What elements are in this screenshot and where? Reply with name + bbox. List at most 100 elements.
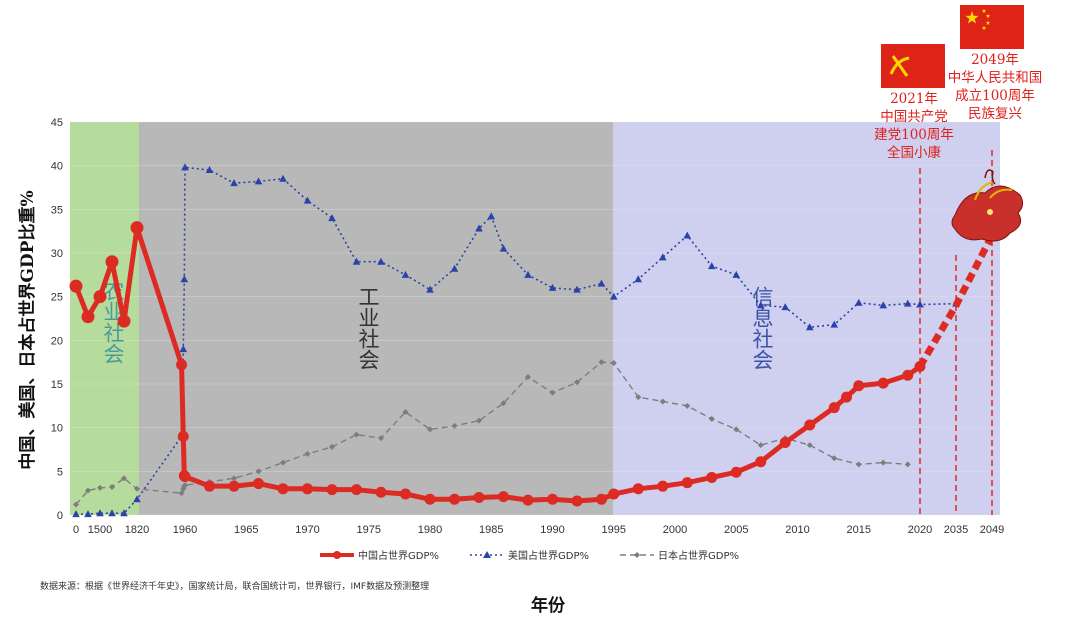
- us-point-37: [830, 320, 839, 328]
- china-point-37: [841, 391, 852, 403]
- japan-point-32: [733, 426, 740, 433]
- china-point-0: [69, 279, 83, 293]
- china-point-34: [779, 437, 791, 449]
- us-point-41: [916, 300, 924, 308]
- japan-point-24: [549, 389, 556, 396]
- japan-point-33: [757, 442, 764, 449]
- japan-point-38: [880, 459, 887, 466]
- era-label-3: 信息社会: [750, 286, 774, 370]
- japan-point-19: [427, 426, 433, 433]
- annotation-2-line-1: 2049年: [971, 52, 1019, 68]
- japan-point-4: [121, 475, 127, 482]
- x-tick-label-6: 1975: [357, 524, 381, 536]
- x-tick-label-4: 1965: [234, 524, 258, 536]
- china-point-10: [204, 480, 215, 492]
- us-point-15: [328, 214, 336, 222]
- japan-point-36: [831, 455, 838, 462]
- china-point-27: [608, 488, 620, 500]
- us-point-23: [499, 244, 508, 252]
- us-point-17: [377, 257, 385, 265]
- china-point-23: [522, 494, 534, 506]
- annotation-1-line-4: 全国小康: [887, 144, 941, 161]
- legend: 中国占世界GDP% 美国占世界GDP% 日本占世界GDP%: [320, 549, 739, 562]
- china-point-18: [400, 488, 411, 500]
- era-bands: [70, 122, 1000, 515]
- era-label-2: 工业社会: [356, 286, 380, 370]
- us-point-39: [879, 301, 888, 309]
- era-band-2: [139, 122, 613, 515]
- china-point-5: [130, 221, 144, 235]
- us-point-20: [450, 264, 459, 272]
- us-point-24: [524, 270, 532, 278]
- china-point-13: [277, 483, 289, 495]
- china-point-6: [176, 359, 188, 371]
- x-tick-label-12: 2005: [724, 524, 748, 536]
- national-flag-icon: [960, 5, 1024, 49]
- japan-point-28: [635, 394, 642, 401]
- us-point-34: [756, 301, 765, 309]
- y-axis-label: 中国、美国、日本占世界GDP比重%: [17, 190, 38, 469]
- x-tick-label-10: 1995: [602, 524, 626, 536]
- y-axis-ticks: 0 5 10 15 20 25 30 35 40 45: [51, 117, 63, 522]
- china-point-19: [424, 493, 436, 505]
- party-flag-icon: [881, 44, 945, 88]
- japan-point-15: [329, 443, 335, 450]
- china-point-35: [804, 419, 816, 431]
- us-point-33: [732, 270, 741, 278]
- japan-point-31: [708, 415, 715, 422]
- y-tick-label-3: 15: [51, 379, 63, 391]
- x-tick-label-15: 2020: [908, 524, 932, 536]
- us-point-0: [72, 510, 80, 518]
- us-point-8: [180, 275, 189, 283]
- us-point-22: [487, 212, 496, 220]
- x-axis-label: 年份: [531, 595, 566, 616]
- us-point-36: [805, 323, 814, 331]
- source-note: 数据来源：根据《世界经济千年史》，国家统计局，联合国统计司，世界银行，IMF数据…: [40, 580, 429, 592]
- china-point-41: [914, 361, 926, 373]
- china-point-32: [730, 466, 742, 478]
- china-point-29: [657, 480, 669, 492]
- y-tick-label-7: 35: [51, 204, 63, 216]
- us-point-14: [303, 196, 312, 204]
- x-tick-label-17: 2049: [980, 524, 1004, 536]
- us-point-1: [84, 510, 92, 518]
- japan-point-23: [525, 374, 531, 381]
- series-3: [73, 359, 911, 508]
- japan-point-37: [855, 461, 862, 468]
- china-point-15: [326, 484, 338, 496]
- x-tick-label-0: 0: [73, 524, 79, 536]
- x-tick-label-8: 1985: [479, 524, 503, 536]
- us-point-25: [548, 283, 557, 291]
- x-tick-label-3: 1960: [173, 524, 197, 536]
- japan-point-22: [500, 400, 507, 407]
- y-tick-label-5: 25: [51, 292, 63, 304]
- japan-point-9: [182, 482, 188, 489]
- china-point-28: [632, 483, 644, 495]
- china-point-22: [498, 491, 509, 503]
- us-point-32: [707, 262, 716, 270]
- us-point-35: [781, 303, 790, 311]
- china-point-1: [81, 310, 95, 324]
- series-3-line: [75, 361, 908, 505]
- x-tick-label-9: 1990: [540, 524, 564, 536]
- japan-point-35: [806, 442, 813, 449]
- japan-point-13: [280, 459, 286, 466]
- annotation-2-line-2: 中华人民共和国: [948, 70, 1043, 86]
- dragon-head-icon: [951, 169, 1024, 242]
- china-point-26: [596, 493, 607, 505]
- japan-point-11: [231, 475, 237, 482]
- x-tick-label-14: 2015: [847, 524, 871, 536]
- us-point-21: [475, 224, 483, 232]
- japan-point-21: [476, 417, 482, 424]
- x-tick-label-2: 1820: [125, 524, 149, 536]
- china-point-11: [228, 480, 240, 492]
- china-point-40: [902, 369, 914, 381]
- series-layer: [69, 163, 996, 518]
- japan-point-12: [255, 468, 262, 475]
- china-point-33: [755, 456, 767, 468]
- y-tick-label-1: 5: [57, 466, 63, 478]
- us-point-7: [179, 345, 188, 353]
- japan-point-18: [402, 408, 409, 415]
- y-tick-label-4: 20: [51, 335, 63, 347]
- china-point-38: [853, 380, 865, 392]
